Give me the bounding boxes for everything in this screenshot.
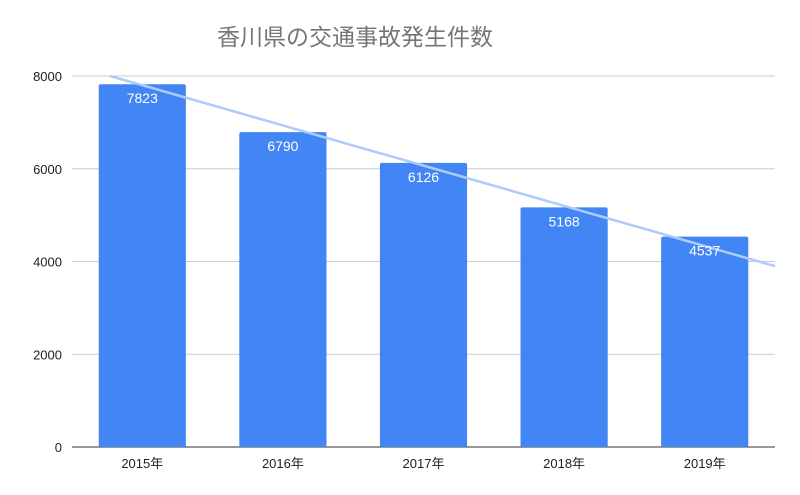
x-tick-label: 2015年	[121, 456, 163, 471]
bars	[98, 84, 749, 448]
y-tick-label: 2000	[33, 347, 62, 362]
bar	[661, 236, 749, 447]
chart-title: 香川県の交通事故発生件数	[217, 25, 493, 51]
x-tick-label: 2019年	[684, 456, 726, 471]
y-axis-ticks: 0 2000 4000 6000 8000	[33, 69, 62, 455]
data-label: 7823	[127, 90, 158, 106]
data-label: 6790	[267, 138, 298, 154]
data-labels: 7823 6790 6126 5168 4537	[127, 90, 721, 258]
bar	[520, 207, 608, 447]
y-tick-label: 6000	[33, 162, 62, 177]
x-tick-label: 2017年	[403, 456, 445, 471]
data-label: 5168	[549, 213, 580, 229]
x-tick-label: 2016年	[262, 456, 304, 471]
x-tick-label: 2018年	[543, 456, 585, 471]
trendline-line	[109, 74, 776, 268]
bar	[98, 84, 186, 447]
data-label: 6126	[408, 169, 439, 185]
x-axis-ticks: 2015年 2016年 2017年 2018年 2019年	[121, 456, 725, 471]
bar	[379, 162, 468, 448]
y-tick-label: 0	[55, 440, 62, 455]
y-tick-label: 8000	[33, 69, 62, 84]
trendline	[109, 74, 776, 268]
data-label: 4537	[689, 243, 720, 259]
bar	[239, 132, 327, 447]
y-tick-label: 4000	[33, 255, 62, 270]
